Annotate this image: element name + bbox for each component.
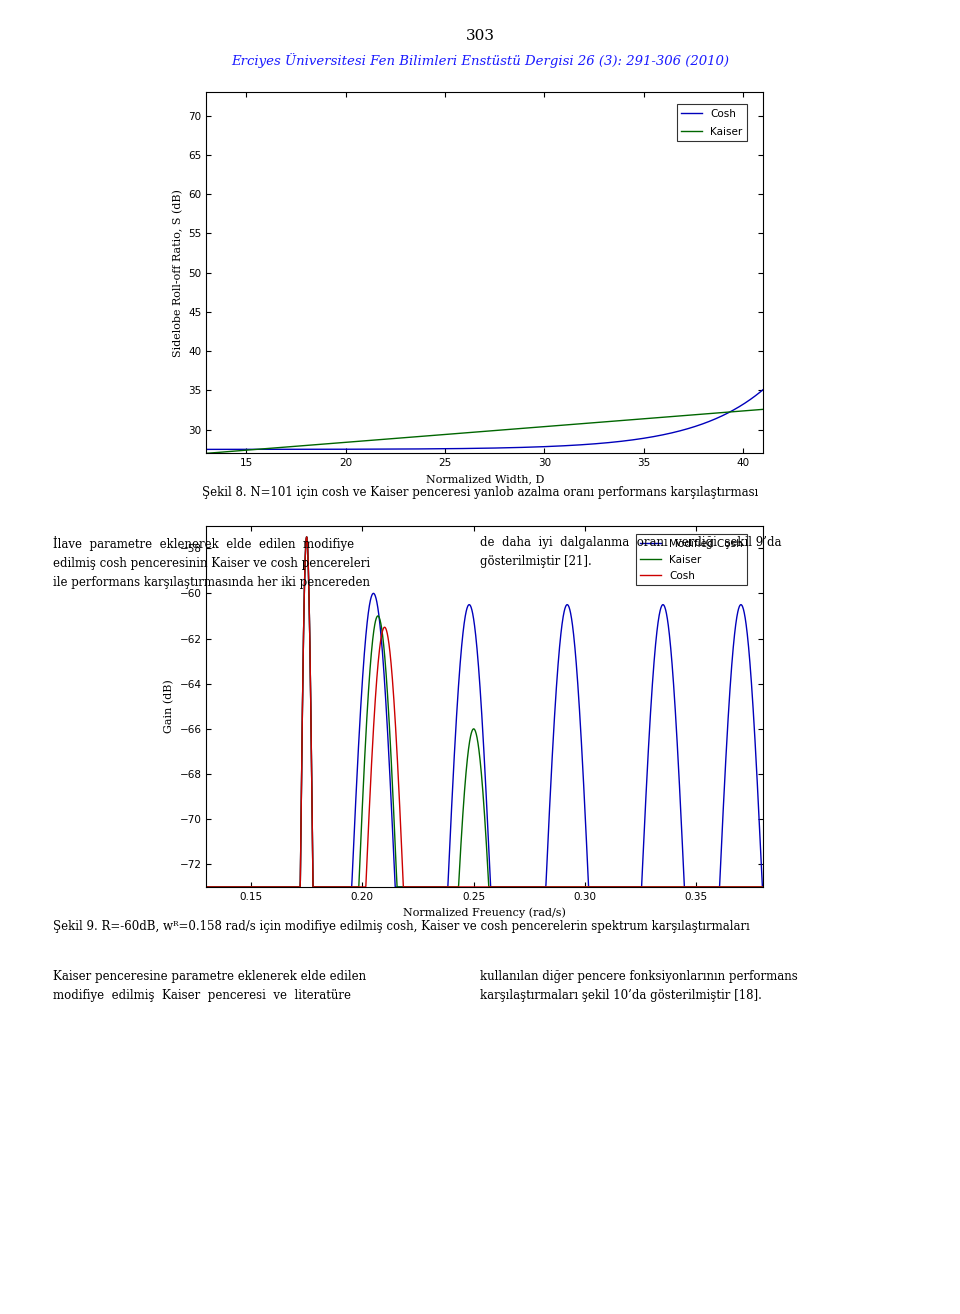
Text: Erciyes Üniversitesi Fen Bilimleri Enstüstü Dergisi 26 (3): 291-306 (2010): Erciyes Üniversitesi Fen Bilimleri Enstü… [231,53,729,67]
Legend: Cosh, Kaiser: Cosh, Kaiser [677,104,747,141]
Text: kullanılan diğer pencere fonksiyonlarının performans
karşılaştırmaları şekil 10’: kullanılan diğer pencere fonksiyonlarını… [480,970,798,1001]
X-axis label: Normalized Width, D: Normalized Width, D [425,474,544,484]
Text: 303: 303 [466,29,494,43]
Text: Şekil 9. R=-60dB, wᴿ=0.158 rad/s için modifiye edilmiş cosh, Kaiser ve cosh penc: Şekil 9. R=-60dB, wᴿ=0.158 rad/s için mo… [53,920,750,933]
Text: Şekil 8. N=101 için cosh ve Kaiser penceresi yanlob azalma oranı performans karş: Şekil 8. N=101 için cosh ve Kaiser pence… [202,486,758,499]
Y-axis label: Gain (dB): Gain (dB) [163,679,174,733]
Legend: Modified Cosh, Kaiser, Cosh: Modified Cosh, Kaiser, Cosh [636,535,747,585]
Text: de  daha  iyi  dalgalanma  oranı  verdiği  şekil 9’da
gösterilmiştir [21].: de daha iyi dalgalanma oranı verdiği şek… [480,536,781,568]
Y-axis label: Sidelobe Roll-off Ratio, S (dB): Sidelobe Roll-off Ratio, S (dB) [173,189,182,356]
Text: Kaiser penceresine parametre eklenerek elde edilen
modifiye  edilmiş  Kaiser  pe: Kaiser penceresine parametre eklenerek e… [53,970,366,1001]
Text: İlave  parametre  eklenerek  elde  edilen  modifiye
edilmiş cosh penceresinin Ka: İlave parametre eklenerek elde edilen mo… [53,536,370,589]
X-axis label: Normalized Freuency (rad/s): Normalized Freuency (rad/s) [403,908,566,918]
